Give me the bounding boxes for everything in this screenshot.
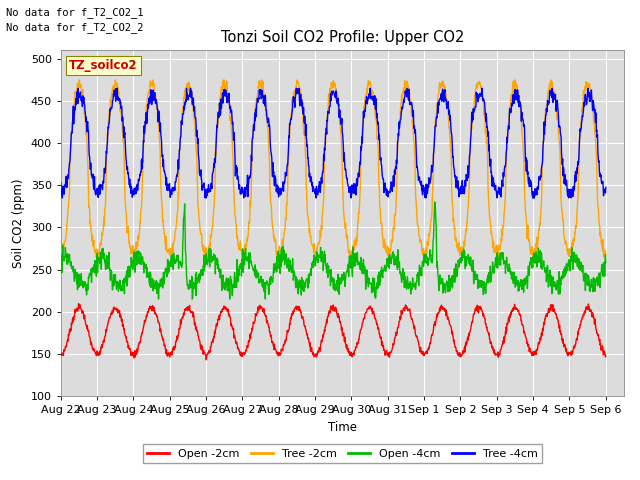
Text: No data for f_T2_CO2_2: No data for f_T2_CO2_2 [6,22,144,33]
Text: TZ_soilco2: TZ_soilco2 [69,59,138,72]
Legend: Open -2cm, Tree -2cm, Open -4cm, Tree -4cm: Open -2cm, Tree -2cm, Open -4cm, Tree -4… [143,444,542,463]
Text: No data for f_T2_CO2_1: No data for f_T2_CO2_1 [6,7,144,18]
Y-axis label: Soil CO2 (ppm): Soil CO2 (ppm) [12,179,25,268]
Title: Tonzi Soil CO2 Profile: Upper CO2: Tonzi Soil CO2 Profile: Upper CO2 [221,30,464,45]
X-axis label: Time: Time [328,420,357,433]
